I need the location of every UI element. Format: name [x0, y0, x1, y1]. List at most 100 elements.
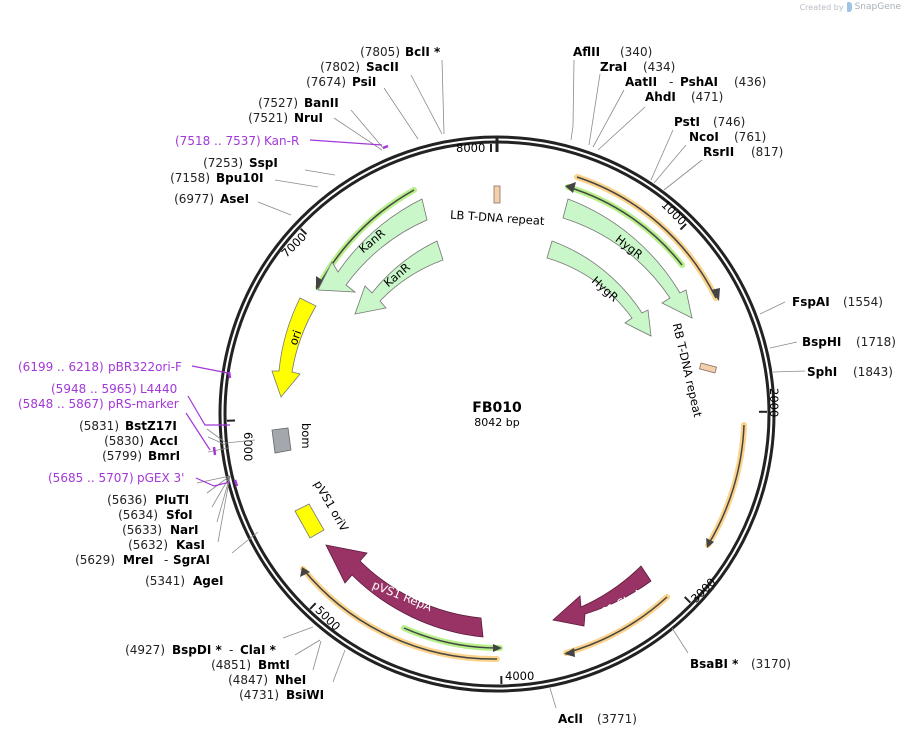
- svg-text:AatII: AatII: [625, 75, 657, 89]
- svg-text:(4927): (4927): [125, 643, 165, 657]
- svg-text:(5848 .. 5867): (5848 .. 5867): [18, 397, 104, 411]
- enzyme-banii[interactable]: (7527) BanII: [258, 96, 339, 110]
- plasmid-length: 8042 bp: [474, 416, 519, 429]
- feature-hygr-outer[interactable]: [562, 198, 693, 319]
- enzyme-zrai[interactable]: ZraI (434): [600, 60, 675, 74]
- svg-text:(7805): (7805): [360, 45, 400, 59]
- enzyme-bstz17i[interactable]: (5831) BstZ17I: [79, 419, 177, 433]
- svg-text:(5634): (5634): [118, 508, 158, 522]
- enzyme-sfoi[interactable]: (5634) SfoI: [118, 508, 192, 522]
- svg-text:(5629): (5629): [75, 553, 115, 567]
- svg-text:(5633): (5633): [122, 523, 162, 537]
- svg-text:SacII: SacII: [366, 60, 399, 74]
- primer-kan-r[interactable]: (7518 .. 7537) Kan-R: [175, 134, 299, 148]
- svg-text:(7527): (7527): [258, 96, 298, 110]
- svg-text:(6977): (6977): [174, 192, 214, 206]
- svg-text:SgrAI: SgrAI: [173, 553, 210, 567]
- feature-lb-repeat[interactable]: [493, 185, 501, 204]
- features: LB T-DNA repeat RB T-DNA repeat KanR Kan…: [271, 185, 717, 638]
- feature-pvs1-staa[interactable]: [552, 565, 652, 627]
- enzyme-acci[interactable]: (5830) AccI: [104, 434, 178, 448]
- enzyme-bmri[interactable]: (5799) BmrI: [102, 449, 180, 463]
- enzyme-kasi[interactable]: (5632) KasI: [128, 538, 205, 552]
- svg-text:(1843): (1843): [853, 365, 893, 379]
- enzyme-bsiwi[interactable]: (4731) BsiWI: [239, 688, 324, 702]
- feature-hygr-inner[interactable]: [546, 240, 652, 337]
- svg-text:(3170): (3170): [751, 657, 791, 671]
- enzyme-ncoi[interactable]: NcoI (761): [689, 130, 766, 144]
- enzyme-bpu10i[interactable]: (7158) Bpu10I: [170, 171, 263, 185]
- tick-label-7000: 7000: [279, 230, 310, 261]
- svg-text:(7802): (7802): [320, 60, 360, 74]
- primer-prs-marker[interactable]: (5848 .. 5867) pRS-marker: [18, 397, 179, 411]
- svg-text:(5948 .. 5965): (5948 .. 5965): [51, 382, 137, 396]
- enzyme-psii[interactable]: (7674) PsiI: [306, 75, 376, 89]
- primer-pbr322ori-f[interactable]: (6199 .. 6218) pBR322ori-F: [18, 360, 182, 374]
- enzyme-ahdi[interactable]: AhdI (471): [645, 90, 723, 104]
- svg-text:(340): (340): [620, 45, 652, 59]
- svg-text:(7158): (7158): [170, 171, 210, 185]
- feature-label-bom: bom: [299, 423, 313, 449]
- feature-pvs1-oriv[interactable]: [294, 503, 325, 539]
- svg-text:(6199 .. 6218): (6199 .. 6218): [18, 360, 104, 374]
- feature-ori[interactable]: [271, 297, 317, 398]
- svg-text:(817): (817): [751, 145, 783, 159]
- enzyme-rsrii[interactable]: RsrII (817): [703, 145, 783, 159]
- svg-text:SphI: SphI: [807, 365, 837, 379]
- feature-kanr-outer[interactable]: [317, 198, 428, 293]
- svg-text:BsaBI *: BsaBI *: [690, 657, 739, 671]
- enzyme-sacii[interactable]: (7802) SacII: [320, 60, 399, 74]
- enzyme-bcli[interactable]: (7805) BclI *: [360, 45, 441, 59]
- enzyme-sphi[interactable]: SphI (1843): [807, 365, 893, 379]
- enzyme-bsphi[interactable]: BspHI (1718): [802, 335, 896, 349]
- svg-text:-: -: [164, 553, 168, 567]
- feature-pvs1-repa[interactable]: [325, 544, 484, 638]
- svg-text:L4440: L4440: [140, 382, 177, 396]
- enzyme-nari[interactable]: (5633) NarI: [122, 523, 198, 537]
- svg-text:PluTI: PluTI: [155, 493, 189, 507]
- feature-rb-repeat[interactable]: [699, 362, 717, 374]
- enzyme-mrei-sgrai[interactable]: (5629) MreI - SgrAI: [75, 553, 210, 567]
- primer-l4440[interactable]: (5948 .. 5965) L4440: [51, 382, 177, 396]
- svg-text:BmrI: BmrI: [148, 449, 180, 463]
- svg-text:MreI: MreI: [123, 553, 153, 567]
- enzyme-aflii[interactable]: AflII (340): [573, 45, 652, 59]
- enzyme-agei[interactable]: (5341) AgeI: [145, 574, 223, 588]
- primer-pgex-3[interactable]: (5685 .. 5707) pGEX 3': [48, 471, 184, 485]
- enzyme-psti[interactable]: PstI (746): [674, 115, 745, 129]
- enzymes-right: AflII (340) ZraI (434) AatII - PshAI (43…: [558, 45, 896, 726]
- svg-text:NheI: NheI: [275, 673, 306, 687]
- svg-text:(5632): (5632): [128, 538, 168, 552]
- tick-label-2000: 2000: [767, 388, 781, 417]
- snapgene-credit: Created by SnapGene: [800, 2, 901, 12]
- primer-leader-lines: [185, 139, 389, 487]
- enzymes-left: (7805) BclI * (7802) SacII (7674) PsiI (…: [75, 45, 441, 702]
- primers: (7518 .. 7537) Kan-R (6199 .. 6218) pBR3…: [18, 134, 299, 485]
- enzyme-nrui[interactable]: (7521) NruI: [248, 111, 323, 125]
- svg-text:(5341): (5341): [145, 574, 185, 588]
- svg-text:(434): (434): [643, 60, 675, 74]
- feature-bom[interactable]: [271, 427, 292, 454]
- svg-text:(746): (746): [713, 115, 745, 129]
- svg-text:(5799): (5799): [102, 449, 142, 463]
- enzyme-aatii-pshai[interactable]: AatII - PshAI (436): [625, 75, 766, 89]
- enzyme-acli[interactable]: AclI (3771): [558, 712, 637, 726]
- svg-text:BanII: BanII: [304, 96, 339, 110]
- svg-text:pRS-marker: pRS-marker: [108, 397, 179, 411]
- enzyme-bspdi-clai[interactable]: (4927) BspDI * - ClaI *: [125, 643, 277, 657]
- enzyme-fspai[interactable]: FspAI (1554): [792, 295, 883, 309]
- feature-kanr-inner[interactable]: [354, 240, 444, 315]
- svg-text:(5831): (5831): [79, 419, 119, 433]
- svg-text:AclI: AclI: [558, 712, 583, 726]
- svg-text:(7518 .. 7537): (7518 .. 7537): [175, 134, 261, 148]
- svg-text:AgeI: AgeI: [193, 574, 223, 588]
- enzyme-bmti[interactable]: (4851) BmtI: [211, 658, 290, 672]
- enzyme-pluti[interactable]: (5636) PluTI: [107, 493, 189, 507]
- enzyme-nhei[interactable]: (4847) NheI: [228, 673, 306, 687]
- svg-text:(4847): (4847): [228, 673, 268, 687]
- tick-label-4000: 4000: [505, 669, 534, 683]
- enzyme-bsabi[interactable]: BsaBI * (3170): [690, 657, 791, 671]
- enzyme-sspi[interactable]: (7253) SspI: [203, 156, 278, 170]
- enzyme-asei[interactable]: (6977) AseI: [174, 192, 249, 206]
